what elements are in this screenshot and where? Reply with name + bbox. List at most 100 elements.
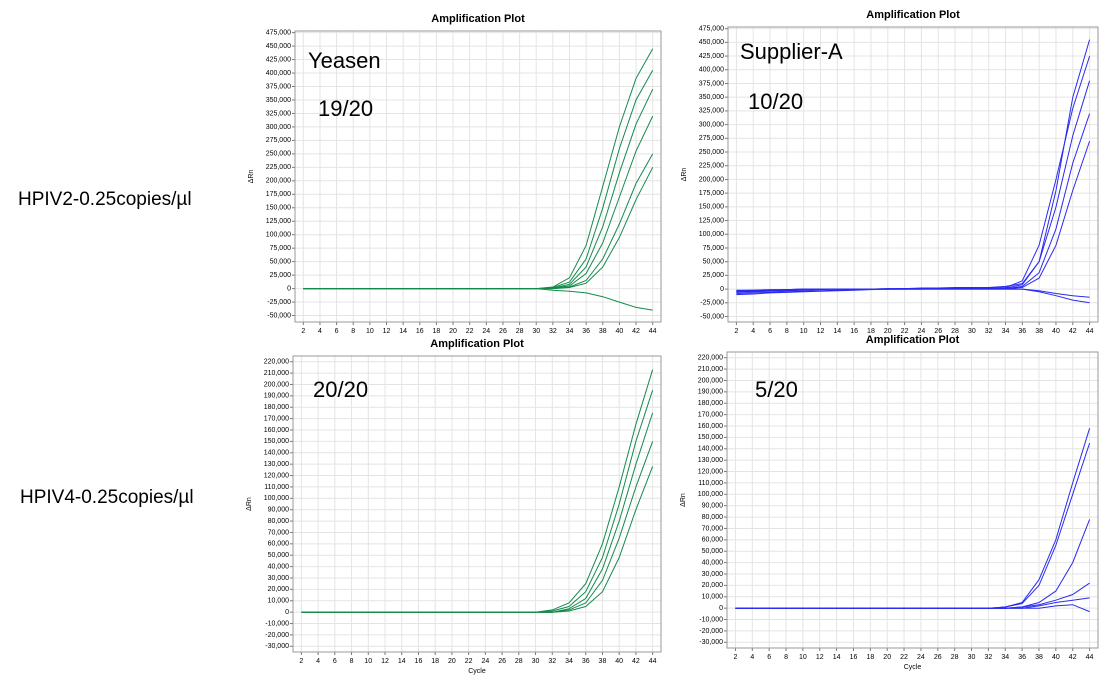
x-tick-label: 32 bbox=[549, 328, 557, 335]
x-tick-label: 24 bbox=[481, 658, 489, 665]
y-tick-label: 170,000 bbox=[264, 415, 289, 422]
y-tick-label: -20,000 bbox=[265, 632, 289, 639]
y-tick-label: -20,000 bbox=[699, 628, 723, 635]
x-tick-label: 36 bbox=[582, 328, 590, 335]
x-tick-label: 38 bbox=[1035, 654, 1043, 661]
y-tick-label: 100,000 bbox=[699, 231, 724, 238]
y-tick-label: 200,000 bbox=[266, 178, 291, 185]
plot-border bbox=[292, 355, 662, 653]
y-tick-label: -30,000 bbox=[265, 643, 289, 650]
y-tick-label: 190,000 bbox=[698, 389, 723, 396]
y-tick-label: -30,000 bbox=[699, 639, 723, 646]
x-tick-label: 12 bbox=[383, 328, 391, 335]
y-tick-label: 150,000 bbox=[698, 434, 723, 441]
y-tick-label: 150,000 bbox=[699, 204, 724, 211]
x-tick-label: 42 bbox=[632, 658, 640, 665]
x-tick-label: 34 bbox=[1001, 654, 1009, 661]
y-tick-label: 0 bbox=[720, 286, 724, 293]
x-tick-label: 6 bbox=[333, 658, 337, 665]
x-tick-label: 42 bbox=[1069, 654, 1077, 661]
y-tick-label: 150,000 bbox=[264, 438, 289, 445]
y-tick-label: 180,000 bbox=[698, 400, 723, 407]
y-tick-label: 30,000 bbox=[702, 571, 724, 578]
x-tick-label: 6 bbox=[767, 654, 771, 661]
y-tick-label: 40,000 bbox=[702, 559, 724, 566]
x-tick-label: 4 bbox=[318, 328, 322, 335]
curves bbox=[735, 428, 1091, 613]
y-tick-label: 50,000 bbox=[270, 258, 292, 265]
y-tick-label: 175,000 bbox=[699, 190, 724, 197]
x-tick-label: 34 bbox=[565, 658, 573, 665]
y-tick-label: 400,000 bbox=[266, 70, 291, 77]
y-tick-label: 375,000 bbox=[699, 80, 724, 87]
y-axis-label: ΔRn bbox=[246, 497, 253, 511]
x-tick-label: 34 bbox=[566, 328, 574, 335]
x-tick-label: 44 bbox=[649, 658, 657, 665]
y-tick-label: 130,000 bbox=[698, 457, 723, 464]
y-tick-label: 170,000 bbox=[698, 411, 723, 418]
y-tick-label: 75,000 bbox=[703, 245, 725, 252]
x-tick-label: 10 bbox=[799, 654, 807, 661]
x-tick-label: 30 bbox=[968, 328, 976, 335]
annotation: Supplier-A bbox=[740, 39, 843, 64]
x-tick-label: 40 bbox=[1052, 654, 1060, 661]
plot-border bbox=[726, 351, 1099, 649]
x-tick-label: 16 bbox=[850, 328, 858, 335]
x-tick-label: 8 bbox=[350, 658, 354, 665]
y-tick-label: -10,000 bbox=[699, 616, 723, 623]
y-tick-label: 25,000 bbox=[270, 272, 292, 279]
amplification-curve bbox=[736, 288, 1090, 298]
x-tick-label: 38 bbox=[1035, 328, 1043, 335]
y-tick-label: 300,000 bbox=[266, 124, 291, 131]
x-axis-label: Cycle bbox=[468, 668, 486, 675]
y-tick-label: 425,000 bbox=[699, 53, 724, 60]
y-tick-label: 140,000 bbox=[698, 446, 723, 453]
x-tick-label: 28 bbox=[516, 328, 524, 335]
y-tick-label: 110,000 bbox=[264, 484, 289, 491]
x-tick-label: 20 bbox=[883, 654, 891, 661]
chart-title: Amplification Plot bbox=[866, 334, 960, 346]
x-tick-label: 4 bbox=[751, 328, 755, 335]
plot-border bbox=[294, 30, 662, 323]
y-tick-label: 225,000 bbox=[266, 164, 291, 171]
y-tick-label: 40,000 bbox=[268, 563, 290, 570]
x-tick-label: 18 bbox=[866, 654, 874, 661]
y-tick-label: 125,000 bbox=[699, 217, 724, 224]
x-tick-label: 32 bbox=[548, 658, 556, 665]
y-tick-label: 70,000 bbox=[268, 529, 290, 536]
x-axis-label: Cycle bbox=[904, 664, 922, 671]
x-tick-label: 24 bbox=[482, 328, 490, 335]
x-tick-label: 30 bbox=[968, 654, 976, 661]
x-tick-label: 2 bbox=[733, 654, 737, 661]
x-tick-label: 28 bbox=[951, 328, 959, 335]
x-tick-label: 38 bbox=[599, 658, 607, 665]
y-axis-label: ΔRn bbox=[681, 168, 688, 182]
y-tick-label: 90,000 bbox=[268, 507, 290, 514]
x-tick-label: 6 bbox=[768, 328, 772, 335]
y-tick-label: 160,000 bbox=[264, 427, 289, 434]
y-axis-label: ΔRn bbox=[680, 493, 687, 507]
x-tick-label: 16 bbox=[416, 328, 424, 335]
x-tick-label: 4 bbox=[750, 654, 754, 661]
x-tick-label: 20 bbox=[884, 328, 892, 335]
x-tick-label: 42 bbox=[632, 328, 640, 335]
amplification-curve bbox=[301, 466, 654, 613]
y-tick-label: 70,000 bbox=[702, 525, 724, 532]
x-tick-label: 28 bbox=[515, 658, 523, 665]
y-tick-label: 210,000 bbox=[264, 370, 289, 377]
y-tick-label: 190,000 bbox=[264, 393, 289, 400]
y-tick-label: 425,000 bbox=[266, 56, 291, 63]
plot-area bbox=[727, 26, 1099, 323]
x-tick-label: 22 bbox=[900, 654, 908, 661]
y-tick-label: 175,000 bbox=[266, 191, 291, 198]
y-tick-label: 100,000 bbox=[266, 232, 291, 239]
y-tick-label: 250,000 bbox=[699, 149, 724, 156]
x-tick-label: 6 bbox=[335, 328, 339, 335]
x-tick-label: 14 bbox=[833, 328, 841, 335]
y-tick-label: 120,000 bbox=[264, 472, 289, 479]
x-tick-label: 44 bbox=[649, 328, 657, 335]
y-tick-label: -10,000 bbox=[265, 620, 289, 627]
x-tick-label: 18 bbox=[867, 328, 875, 335]
annotation: 10/20 bbox=[748, 89, 803, 114]
